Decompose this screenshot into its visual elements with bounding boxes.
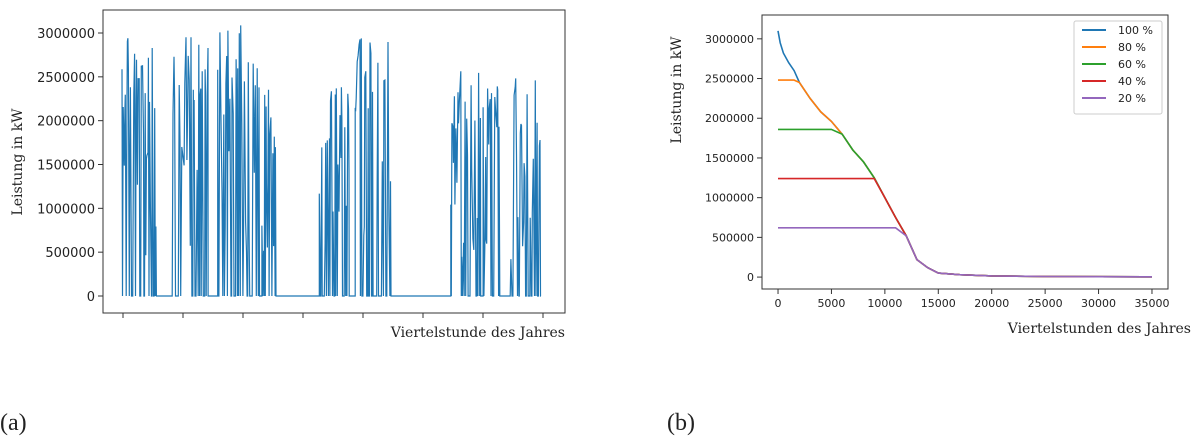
chart-b-xtick-label: 30000 <box>1081 297 1116 310</box>
chart-b-ytick-label: 1000000 <box>705 192 754 205</box>
chart-b-ytick-label: 0 <box>747 271 754 284</box>
chart-b-legend-label: 100 % <box>1118 24 1153 37</box>
chart-b-legend-label: 40 % <box>1118 75 1146 88</box>
chart-b-ylabel: Leistung in kW <box>669 36 685 144</box>
chart-b-ytick-label: 2500000 <box>705 73 754 86</box>
chart-a-series-line <box>121 25 542 297</box>
chart-b-ytick-label: 2000000 <box>705 112 754 125</box>
chart-a-xlabel: Viertelstunde des Jahres <box>390 325 565 341</box>
chart-b-xtick-label: 0 <box>775 297 782 310</box>
chart-b-ytick-label: 1500000 <box>705 152 754 165</box>
chart-b-legend-label: 20 % <box>1118 92 1146 105</box>
chart-a: 0 500000 1000000 1500000 2000000 2500000 30000… <box>10 9 566 341</box>
chart-b-xtick-label: 5000 <box>817 297 845 310</box>
chart-a-ytick-label: 2000000 <box>37 115 95 130</box>
chart-a-ytick-label: 500000 <box>45 246 95 261</box>
panel-label-a: (a) <box>0 410 27 436</box>
chart-a-ytick-label: 1500000 <box>37 159 95 174</box>
chart-b: 0 500000 1000000 1500000 2000000 2500000 30000… <box>669 14 1191 337</box>
chart-a-ytick-label: 2500000 <box>37 71 95 86</box>
chart-b-series-line <box>778 227 1153 278</box>
chart-b-xtick-label: 15000 <box>921 297 956 310</box>
chart-b-legend-label: 60 % <box>1118 58 1146 71</box>
chart-b-legend: 100 % 80 % 60 % 40 % 20 % <box>1073 20 1163 115</box>
chart-b-xtick-label: 20000 <box>974 297 1009 310</box>
chart-b-xtick-label: 25000 <box>1028 297 1063 310</box>
chart-a-ytick-label: 0 <box>87 290 95 305</box>
chart-b-y-ticks: 0 500000 1000000 1500000 2000000 2500000 30000… <box>705 33 762 284</box>
chart-a-ytick-label: 3000000 <box>37 27 95 42</box>
chart-b-ytick-label: 3000000 <box>705 33 754 46</box>
chart-b-x-ticks: 0 5000 10000 15000 20000 25000 30000 35000 <box>775 289 1169 310</box>
chart-b-xtick-label: 35000 <box>1134 297 1169 310</box>
chart-b-legend-label: 80 % <box>1118 41 1146 54</box>
chart-a-series <box>121 25 542 297</box>
chart-b-xlabel: Viertelstunden des Jahres <box>1007 321 1191 337</box>
panel-label-b: (b) <box>667 410 695 436</box>
chart-b-legend-box <box>1073 20 1163 115</box>
chart-a-y-ticks: 0 500000 1000000 1500000 2000000 2500000 30000… <box>37 27 103 305</box>
chart-a-x-ticks <box>122 313 544 318</box>
chart-a-ytick-label: 1000000 <box>37 202 95 217</box>
chart-a-ylabel: Leistung in kW <box>10 108 26 216</box>
chart-b-ytick-label: 500000 <box>712 231 754 244</box>
chart-b-xtick-label: 10000 <box>867 297 902 310</box>
chart-b-series <box>777 30 1153 278</box>
